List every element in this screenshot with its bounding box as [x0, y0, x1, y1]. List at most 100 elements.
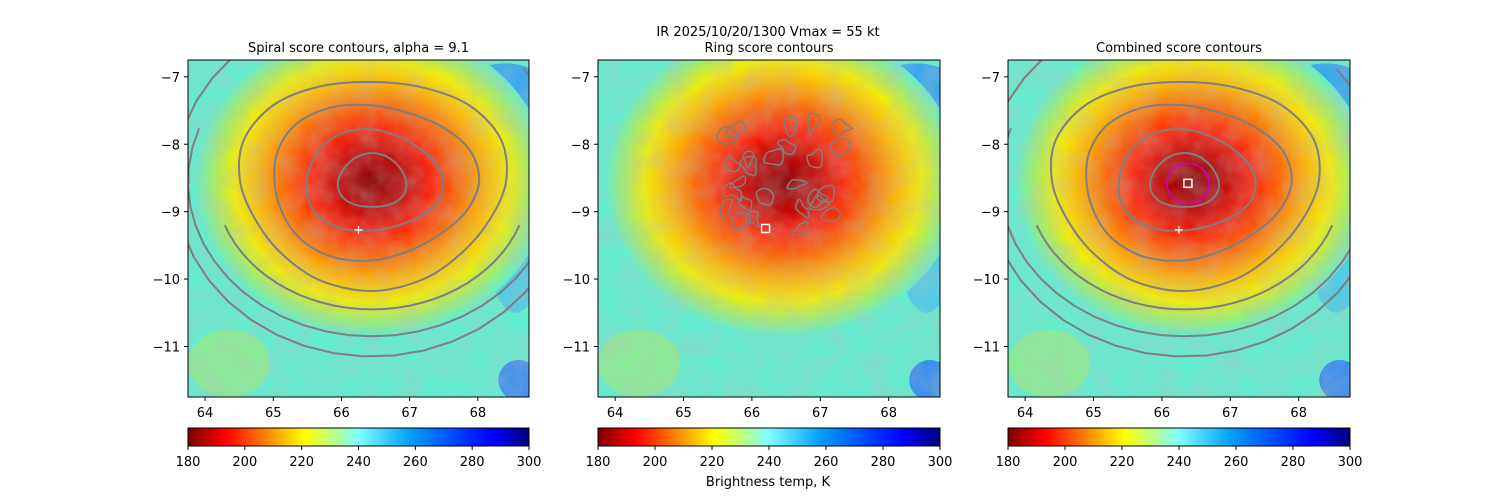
y-tick-label: −9: [981, 206, 1000, 221]
contour-ring: [336, 151, 408, 208]
contour-ring: [1117, 128, 1257, 232]
colorbar-tick-label: 180: [586, 455, 611, 470]
y-tick-label: −8: [981, 138, 1000, 153]
contour-arc: [1035, 224, 1334, 311]
colorbar: [187, 427, 530, 447]
contour-ring: [1085, 103, 1293, 262]
ring-contour: [742, 150, 755, 169]
y-tick-label: −7: [981, 71, 1000, 86]
y-tick-label: −9: [571, 206, 590, 221]
x-tick-label: 65: [1085, 406, 1102, 421]
panel-1: Spiral score contours, alpha = 9.1 64 65 66…: [153, 41, 542, 470]
panel-2: Ring score contours 64 65 66 67 68 −7 −8 −9 −10 −1…: [563, 41, 953, 470]
ir-image: [1008, 60, 1350, 397]
y-tick-label: −11: [973, 340, 1000, 355]
ring-contour: [786, 178, 808, 190]
x-tick-label: 68: [880, 406, 897, 421]
colorbar-tick-label: 200: [232, 455, 257, 470]
contour-ring: [237, 80, 508, 293]
axes-frame: [1007, 59, 1351, 398]
center-square-marker: [760, 223, 771, 234]
colorbar-tick-label: 200: [1053, 455, 1078, 470]
colorbar: [597, 427, 941, 447]
y-tick-label: −9: [161, 206, 180, 221]
colorbar-tick-label: 240: [757, 455, 782, 470]
ring-contour: [794, 198, 810, 219]
ring-contour: [725, 120, 746, 139]
x-tick-label: 65: [265, 406, 282, 421]
ring-contour: [724, 155, 741, 173]
colorbar-tick-label: 220: [1110, 455, 1135, 470]
colorbar-tick-label: 260: [403, 455, 428, 470]
contour-ring: [1149, 151, 1220, 208]
contour-ring: [1049, 80, 1321, 293]
ring-contour: [745, 210, 760, 228]
contour-ring: [273, 103, 481, 262]
x-tick-label: 66: [1154, 406, 1171, 421]
y-tick-label: −11: [153, 340, 180, 355]
y-tick-label: −10: [563, 273, 590, 288]
ring-contour: [776, 138, 797, 156]
ring-contour: [722, 182, 743, 202]
y-tick-label: −7: [161, 71, 180, 86]
center-plus-marker: [1175, 225, 1183, 234]
ir-image: [598, 60, 940, 397]
x-tick-label: 66: [744, 406, 761, 421]
ring-contour: [806, 112, 821, 137]
colorbar-tick-label: 220: [289, 455, 314, 470]
colorbar-tick-label: 220: [700, 455, 725, 470]
contour-arc: [188, 127, 529, 338]
center-square-marker: [1183, 178, 1193, 189]
ring-contour: [763, 147, 785, 166]
contour-set: [715, 112, 853, 237]
center-plus-marker: [354, 225, 363, 234]
contour-ring: [305, 128, 445, 232]
ring-contour: [755, 187, 775, 206]
contour-arc: [1008, 127, 1350, 338]
colorbar-tick-label: 240: [1167, 455, 1192, 470]
ring-contour: [807, 188, 829, 209]
colorbar-tick-label: 260: [1224, 455, 1249, 470]
colorbar-tick-label: 280: [871, 455, 896, 470]
contour-set: [1008, 60, 1350, 358]
x-tick-label: 68: [470, 406, 487, 421]
colorbar-tick-label: 240: [346, 455, 371, 470]
panel-title: Spiral score contours, alpha = 9.1: [248, 41, 469, 56]
ir-image: [188, 60, 529, 397]
x-tick-label: 67: [401, 406, 418, 421]
ring-contour: [806, 148, 824, 169]
ring-contour: [830, 118, 853, 136]
panel-title: Combined score contours: [1096, 41, 1262, 56]
ring-contour: [783, 115, 798, 138]
contour-arc: [1008, 60, 1350, 358]
colorbar-tick-label: 300: [1338, 455, 1363, 470]
ring-contour: [820, 207, 842, 223]
colorbar: [1007, 427, 1351, 447]
ring-contour: [731, 211, 752, 230]
ring-contour: [739, 155, 758, 177]
y-tick-label: −8: [571, 138, 590, 153]
colorbar-tick-label: 180: [176, 455, 201, 470]
colorbar-tick-label: 280: [1281, 455, 1306, 470]
y-tick-label: −8: [161, 138, 180, 153]
panel-3: Combined score contours 64 65 66 67 68 −7 −8 −9 −…: [973, 41, 1363, 470]
axes-frame: [597, 59, 941, 398]
colorbar-tick-label: 180: [996, 455, 1021, 470]
x-tick-label: 66: [333, 406, 350, 421]
colorbar-tick-label: 200: [643, 455, 668, 470]
ring-contour: [719, 198, 733, 219]
axes-frame: [187, 59, 530, 398]
colorbar-tick-label: 260: [814, 455, 839, 470]
contour-arc: [188, 60, 529, 358]
y-tick-label: −10: [153, 273, 180, 288]
ring-contour: [728, 175, 747, 189]
y-tick-label: −11: [563, 340, 590, 355]
figure-suptitle: IR 2025/10/20/1300 Vmax = 55 kt: [656, 25, 879, 40]
combined-max-contour: [1166, 162, 1210, 205]
x-tick-label: 64: [197, 406, 214, 421]
x-tick-label: 65: [675, 406, 692, 421]
contour-arc: [223, 224, 521, 311]
x-tick-label: 67: [812, 406, 829, 421]
colorbar-tick-label: 280: [460, 455, 485, 470]
